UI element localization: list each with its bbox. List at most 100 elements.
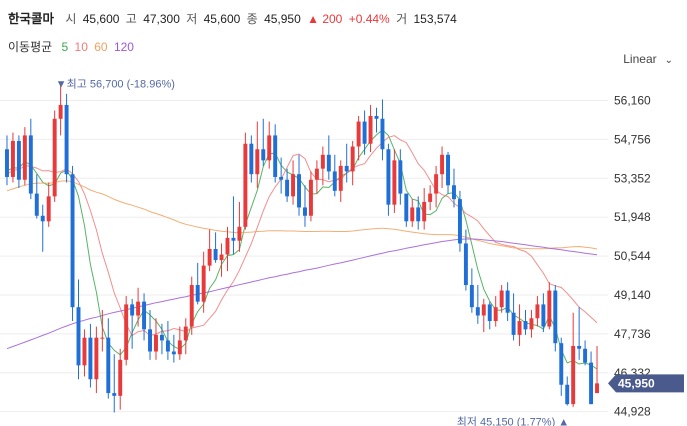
candle-body[interactable]: [165, 340, 170, 352]
candle-body[interactable]: [583, 348, 588, 363]
candle-body[interactable]: [487, 304, 492, 322]
candle-body[interactable]: [332, 171, 337, 191]
candle-body[interactable]: [273, 135, 278, 177]
candle-body[interactable]: [380, 118, 385, 150]
ma-legend-60[interactable]: 60: [94, 40, 108, 54]
candle-body[interactable]: [577, 345, 582, 349]
candle-body[interactable]: [189, 285, 194, 327]
candle-body[interactable]: [112, 393, 117, 396]
candle-body[interactable]: [5, 149, 9, 177]
candle-body[interactable]: [463, 243, 468, 286]
candle-body[interactable]: [559, 343, 564, 385]
candle-body[interactable]: [118, 359, 123, 396]
candle-body[interactable]: [314, 168, 319, 180]
candle-body[interactable]: [58, 104, 63, 119]
candle-body[interactable]: [70, 174, 75, 308]
candle-body[interactable]: [255, 149, 260, 175]
candle-body[interactable]: [28, 135, 33, 194]
candle-body[interactable]: [440, 154, 445, 175]
candle-body[interactable]: [148, 329, 152, 352]
candle-body[interactable]: [195, 285, 200, 302]
candle-body[interactable]: [565, 384, 570, 405]
candle-body[interactable]: [410, 207, 415, 222]
candle-body[interactable]: [10, 140, 15, 177]
candle-body[interactable]: [595, 383, 599, 394]
candle-body[interactable]: [207, 249, 212, 266]
candle-body[interactable]: [326, 154, 331, 172]
candle-body[interactable]: [535, 304, 540, 319]
candle-body[interactable]: [422, 201, 427, 222]
candle-body[interactable]: [481, 304, 486, 316]
candle-body[interactable]: [452, 185, 456, 200]
candle-body[interactable]: [404, 193, 409, 222]
candle-body[interactable]: [320, 154, 325, 169]
candle-body[interactable]: [517, 321, 522, 335]
candle-body[interactable]: [434, 174, 439, 194]
candle-body[interactable]: [428, 193, 433, 202]
candle-body[interactable]: [94, 337, 99, 380]
candle-body[interactable]: [22, 135, 27, 180]
candle-body[interactable]: [231, 237, 236, 241]
candle-body[interactable]: [571, 345, 576, 405]
candle-body[interactable]: [416, 207, 421, 222]
candle-body[interactable]: [344, 165, 349, 172]
candle-body[interactable]: [52, 118, 57, 197]
candle-body[interactable]: [475, 307, 480, 316]
candle-body[interactable]: [106, 337, 111, 394]
ma-legend-10[interactable]: 10: [74, 40, 88, 54]
candle-body[interactable]: [249, 143, 254, 175]
candle-body[interactable]: [362, 121, 367, 144]
candle-body[interactable]: [100, 337, 105, 339]
candle-body[interactable]: [267, 135, 272, 161]
candle-body[interactable]: [154, 334, 158, 352]
candle-body[interactable]: [130, 304, 135, 316]
candle-body[interactable]: [523, 321, 528, 330]
candle-body[interactable]: [511, 312, 516, 335]
candle-body[interactable]: [243, 143, 248, 227]
candle-body[interactable]: [219, 254, 224, 261]
candle-body[interactable]: [469, 285, 474, 308]
candle-body[interactable]: [493, 307, 498, 322]
candle-body[interactable]: [297, 174, 301, 208]
candle-body[interactable]: [374, 116, 379, 119]
candle-body[interactable]: [177, 340, 182, 355]
candle-body[interactable]: [225, 237, 230, 255]
candle-body[interactable]: [82, 337, 87, 366]
candle-body[interactable]: [338, 165, 343, 191]
candle-body[interactable]: [261, 149, 266, 161]
candle-body[interactable]: [529, 318, 534, 330]
candle-body[interactable]: [398, 160, 403, 194]
candle-body[interactable]: [285, 179, 290, 197]
candle-body[interactable]: [350, 146, 355, 172]
candle-body[interactable]: [136, 301, 141, 316]
candle-body[interactable]: [589, 362, 594, 405]
candle-body[interactable]: [213, 249, 218, 261]
candle-body[interactable]: [392, 160, 397, 205]
candle-body[interactable]: [40, 215, 45, 222]
candle-body[interactable]: [201, 265, 206, 302]
candle-body[interactable]: [499, 290, 504, 308]
candle-body[interactable]: [308, 179, 313, 216]
candle-body[interactable]: [124, 304, 129, 360]
candle-body[interactable]: [34, 193, 39, 216]
candle-body[interactable]: [76, 307, 81, 366]
candle-body[interactable]: [16, 140, 21, 180]
ma-legend-120[interactable]: 120: [113, 40, 134, 54]
candle-body[interactable]: [46, 196, 51, 222]
candle-body[interactable]: [386, 149, 391, 205]
candle-body[interactable]: [547, 290, 552, 327]
candle-body[interactable]: [446, 154, 450, 186]
candle-body[interactable]: [303, 207, 307, 216]
candle-body[interactable]: [553, 290, 558, 344]
candle-body[interactable]: [142, 301, 147, 330]
candle-body[interactable]: [505, 290, 510, 313]
candle-body[interactable]: [356, 121, 361, 147]
candle-body[interactable]: [88, 337, 93, 380]
candle-body[interactable]: [279, 176, 284, 180]
scale-dropdown[interactable]: Linear ⌄: [623, 52, 673, 66]
candle-body[interactable]: [541, 304, 546, 327]
candle-body[interactable]: [291, 174, 296, 197]
candle-body[interactable]: [237, 226, 242, 241]
candle-body[interactable]: [368, 116, 373, 144]
